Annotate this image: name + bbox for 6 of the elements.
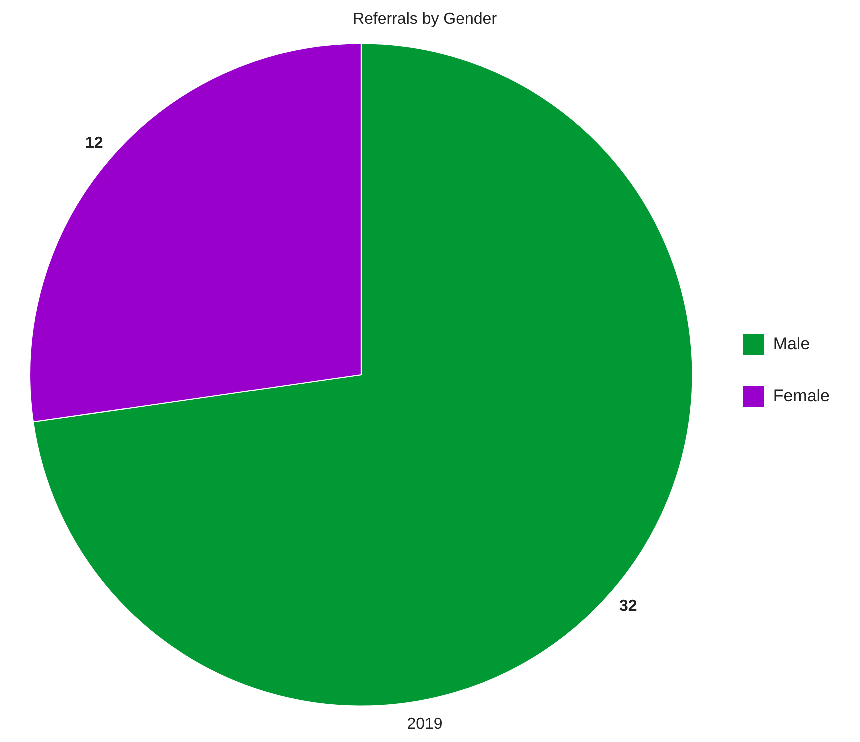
text: 2019 [407,716,443,733]
legend-label: Female [773,386,830,406]
data-label: 12 [86,135,104,152]
chart-title: Referrals by Gender [352,11,498,28]
legend-label: Male [773,334,810,354]
data-label: 32 [620,598,638,615]
